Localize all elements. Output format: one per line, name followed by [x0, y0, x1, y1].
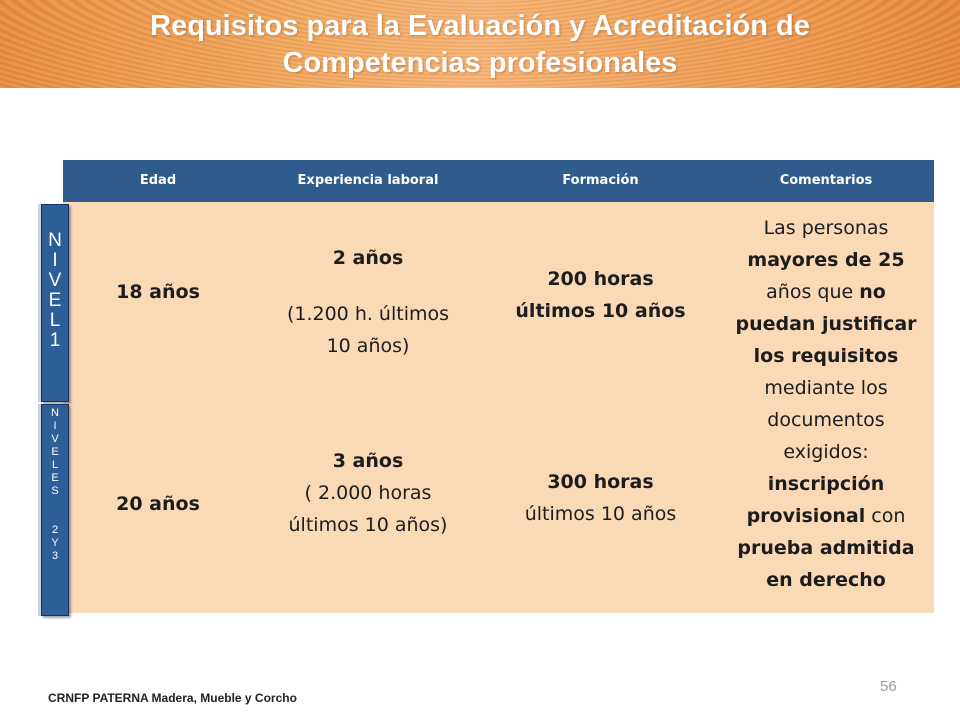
title-line-2: Competencias profesionales: [282, 47, 678, 79]
table-header-row: Edad Experiencia laboral Formación Comen…: [63, 160, 934, 202]
comment-line: documentos: [767, 409, 885, 431]
comment-line: provisional con: [718, 500, 934, 532]
comment-line: años que no: [718, 276, 934, 308]
level-2-letter: E: [51, 446, 59, 458]
row2-exp-detail-2: últimos 10 años): [288, 514, 448, 536]
row2-form-period: últimos 10 años: [524, 503, 677, 525]
column-header-formacion: Formación: [562, 173, 639, 188]
row1-form-hours: 200 horas: [547, 268, 654, 290]
level-2-letter: 2: [51, 524, 59, 536]
column-header-comentarios: Comentarios: [779, 173, 873, 188]
level-1-letter: V: [48, 270, 62, 291]
comment-line: prueba admitida: [737, 537, 915, 559]
comment-line: en derecho: [766, 569, 886, 591]
level-1-label: N I V E L 1: [41, 204, 69, 402]
level-2-letter: I: [53, 420, 57, 432]
row1-exp-detail-1: (1.200 h. últimos: [286, 303, 450, 325]
comment-line: mayores de 25: [747, 249, 905, 271]
column-header-edad: Edad: [139, 173, 177, 188]
row2-formacion: 300 horas últimos 10 años: [483, 466, 718, 530]
comment-text: años que: [766, 281, 860, 303]
level-2-letter: L: [51, 459, 59, 471]
level-1-letter: E: [48, 290, 62, 311]
comment-line: inscripción: [767, 473, 885, 495]
comment-text: con: [865, 505, 906, 527]
row2-exp-main: 3 años: [332, 450, 404, 472]
row1-experiencia: 2 años (1.200 h. últimos 10 años): [253, 242, 483, 362]
comment-line: mediante los: [764, 377, 888, 399]
title-line-1: Requisitos para la Evaluación y Acredita…: [150, 10, 810, 42]
row2-exp-detail-1: ( 2.000 horas: [304, 482, 432, 504]
footer-organization: CRNFP PATERNA Madera, Mueble y Corcho: [48, 691, 297, 705]
comment-line: Las personas: [763, 217, 889, 239]
level-2-letter: N: [51, 407, 59, 419]
level-1-letter: L: [49, 310, 61, 331]
level-1-letter: I: [52, 250, 58, 271]
level-1-letter: N: [48, 230, 62, 251]
row1-formacion: 200 horas últimos 10 años: [483, 263, 718, 327]
level-2-letter: 3: [51, 550, 59, 562]
row1-form-period: últimos 10 años: [515, 300, 686, 322]
comentarios-cell: Las personas mayores de 25 años que no p…: [718, 212, 934, 596]
page-title: Requisitos para la Evaluación y Acredita…: [0, 8, 960, 82]
row2-form-hours: 300 horas: [547, 471, 654, 493]
header-banner: Requisitos para la Evaluación y Acredita…: [0, 0, 960, 88]
row1-exp-main: 2 años: [332, 247, 404, 269]
table-body: 18 años 2 años (1.200 h. últimos 10 años…: [63, 202, 934, 613]
row2-experiencia: 3 años ( 2.000 horas últimos 10 años): [253, 445, 483, 541]
level-2-letter: Y: [51, 537, 59, 549]
comment-emphasis: provisional: [746, 505, 866, 527]
column-header-experiencia: Experiencia laboral: [297, 173, 439, 188]
row2-edad: 20 años: [116, 493, 200, 515]
comment-line: puedan justificar: [735, 313, 917, 335]
level-2-letter: E: [51, 472, 59, 484]
comment-line: los requisitos: [753, 345, 899, 367]
level-1-letter: 1: [49, 330, 61, 351]
row1-edad: 18 años: [116, 281, 200, 303]
level-2-letter: S: [51, 485, 59, 497]
comment-emphasis: no: [859, 281, 886, 303]
level-2-letter: [42, 498, 68, 524]
comment-line: exigidos:: [783, 441, 869, 463]
row1-exp-detail-2: 10 años): [326, 335, 410, 357]
page-number: 56: [880, 678, 897, 695]
level-2-letter: V: [51, 433, 59, 445]
levels-2-3-label: N I V E L E S 2 Y 3: [41, 404, 69, 616]
